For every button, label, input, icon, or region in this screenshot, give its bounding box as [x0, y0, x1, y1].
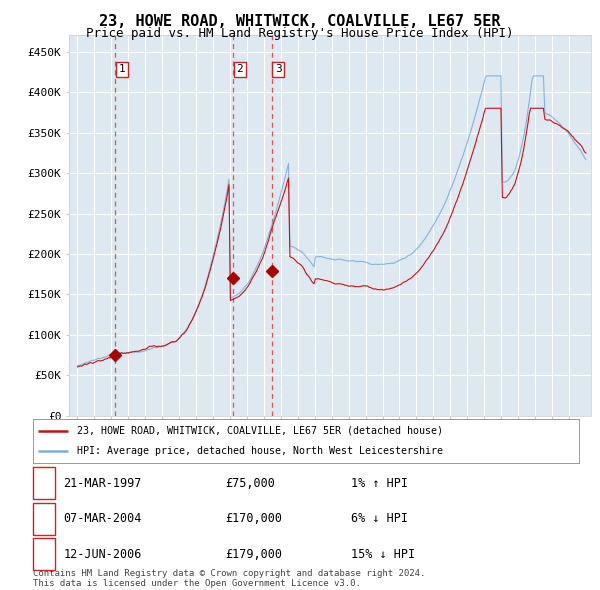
Text: 2: 2 [40, 512, 47, 525]
Text: 23, HOWE ROAD, WHITWICK, COALVILLE, LE67 5ER (detached house): 23, HOWE ROAD, WHITWICK, COALVILLE, LE67… [77, 426, 443, 436]
Text: 1: 1 [40, 477, 47, 490]
Text: 23, HOWE ROAD, WHITWICK, COALVILLE, LE67 5ER: 23, HOWE ROAD, WHITWICK, COALVILLE, LE67… [99, 14, 501, 28]
Text: 1% ↑ HPI: 1% ↑ HPI [351, 477, 408, 490]
Text: HPI: Average price, detached house, North West Leicestershire: HPI: Average price, detached house, Nort… [77, 446, 443, 456]
Text: 3: 3 [40, 548, 47, 560]
Text: 07-MAR-2004: 07-MAR-2004 [64, 512, 142, 525]
Text: 2: 2 [236, 64, 243, 74]
Text: 1: 1 [118, 64, 125, 74]
Text: 21-MAR-1997: 21-MAR-1997 [64, 477, 142, 490]
Text: Contains HM Land Registry data © Crown copyright and database right 2024.
This d: Contains HM Land Registry data © Crown c… [33, 569, 425, 588]
Text: 6% ↓ HPI: 6% ↓ HPI [351, 512, 408, 525]
Text: £179,000: £179,000 [225, 548, 282, 560]
Text: Price paid vs. HM Land Registry's House Price Index (HPI): Price paid vs. HM Land Registry's House … [86, 27, 514, 40]
Text: £170,000: £170,000 [225, 512, 282, 525]
Text: 15% ↓ HPI: 15% ↓ HPI [351, 548, 415, 560]
Text: 12-JUN-2006: 12-JUN-2006 [64, 548, 142, 560]
Text: 3: 3 [275, 64, 281, 74]
Text: £75,000: £75,000 [225, 477, 275, 490]
